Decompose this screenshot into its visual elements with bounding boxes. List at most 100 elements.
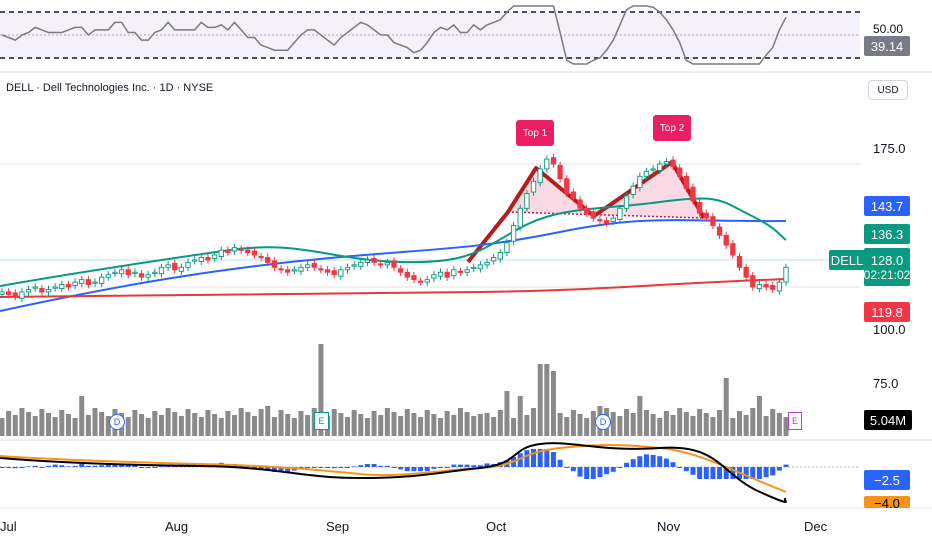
volume-bar (730, 418, 736, 436)
macd-bar (59, 465, 65, 467)
volume-tick-75: 75.0 (873, 376, 899, 391)
volume-bar (391, 412, 397, 436)
candle-body (125, 269, 131, 276)
top2-label: Top 2 (653, 115, 691, 141)
symbol-title[interactable]: DELL · Dell Technologies Inc. · 1D · NYS… (6, 82, 214, 94)
candle-body (696, 201, 703, 214)
volume-bar (378, 415, 384, 436)
earnings-marker[interactable]: E (788, 412, 802, 430)
candle-body (52, 286, 58, 289)
candle-body (763, 284, 769, 288)
candle-body (544, 158, 550, 170)
macd-bar (537, 449, 543, 467)
candle-body (85, 279, 92, 285)
volume-bar (683, 412, 689, 436)
candle-body (736, 256, 743, 268)
candle-body (517, 207, 523, 228)
candle-body (225, 249, 231, 254)
macd-bar (364, 464, 370, 467)
candle-body (172, 262, 178, 271)
month-label: Jul (0, 519, 17, 534)
macd-bar (750, 467, 756, 479)
candle-body (278, 268, 284, 271)
volume-bar (411, 413, 417, 436)
candle-body (557, 165, 563, 180)
macd-bar (471, 465, 477, 467)
macd-bar (524, 450, 530, 467)
last-price-value: 128.0 (870, 252, 904, 268)
candle-body (205, 257, 211, 261)
macd-bar (172, 466, 178, 467)
month-label: Sep (326, 519, 350, 534)
candle-body (245, 249, 251, 254)
volume-bar (550, 371, 556, 436)
candle-body (603, 220, 610, 224)
volume-bar (650, 414, 656, 436)
candle-body (437, 271, 444, 277)
candle-body (304, 264, 311, 268)
candle-body (118, 269, 125, 275)
macd-bar (351, 466, 357, 467)
macd-bar (285, 467, 291, 472)
volume-bar (12, 415, 18, 436)
candle-body (577, 199, 583, 209)
candle-body (158, 266, 165, 275)
candle-body (451, 269, 457, 277)
candle-body (218, 249, 224, 257)
macd-bar (338, 467, 344, 468)
volume-bar (710, 417, 716, 436)
candle-body (59, 284, 65, 289)
month-label: Oct (486, 519, 507, 534)
candle-body (510, 225, 517, 242)
candle-body (657, 163, 663, 171)
candle-body (570, 191, 577, 199)
volume-bar (697, 409, 703, 436)
volume-bar (125, 417, 131, 436)
currency-button[interactable]: USD (868, 80, 908, 100)
macd-bar (610, 467, 616, 472)
volume-bar (564, 417, 570, 436)
volume-bar (238, 408, 244, 436)
candle-body (637, 175, 643, 189)
volume-bar (245, 412, 251, 436)
macd-bar (112, 464, 118, 467)
volume-bar (457, 408, 463, 436)
candle-body (643, 170, 650, 177)
macd-bar (723, 467, 729, 479)
ma-green-tag: 136.3 (864, 224, 910, 244)
volume-bar (52, 417, 58, 436)
volume-bar (630, 413, 636, 436)
candle-body (650, 168, 656, 171)
volume-bar (750, 408, 756, 436)
volume-bar (185, 409, 191, 436)
macd-bar (577, 467, 583, 477)
candle-body (677, 167, 683, 177)
candle-body (211, 254, 218, 259)
macd-bar (584, 467, 590, 479)
candle-body (5, 291, 12, 295)
volume-bar (451, 415, 457, 436)
earnings-marker[interactable]: E (314, 412, 329, 430)
candle-body (251, 250, 258, 256)
macd-bar (544, 449, 550, 467)
macd-bar (158, 466, 164, 467)
dividend-marker[interactable]: D (109, 414, 125, 430)
candle-body (783, 266, 789, 283)
volume-bar (557, 413, 563, 436)
candle-body (524, 193, 530, 209)
candle-body (112, 271, 118, 274)
macd-bar (464, 464, 470, 467)
candle-body (65, 284, 72, 288)
candle-body (404, 271, 410, 278)
macd-bar (617, 467, 623, 468)
volume-bar (438, 418, 444, 436)
volume-bar (418, 417, 424, 436)
volume-bar (258, 409, 264, 436)
macd-bar (703, 467, 709, 479)
dividend-marker[interactable]: D (595, 414, 611, 430)
macd-bar (783, 464, 789, 467)
volume-bar (331, 409, 337, 436)
price-tick-175: 175.0 (873, 141, 906, 156)
candle-body (670, 159, 676, 167)
